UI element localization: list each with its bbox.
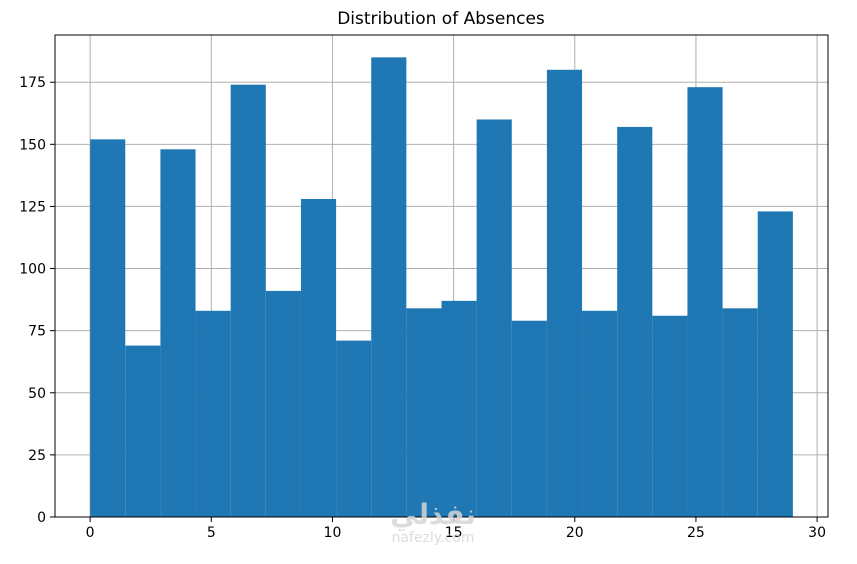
histogram-bar <box>617 126 653 518</box>
histogram-bar <box>300 198 337 518</box>
histogram-bar <box>90 139 126 517</box>
x-tick-label: 0 <box>86 525 95 541</box>
y-tick-label: 100 <box>19 262 46 278</box>
histogram-bar <box>476 119 512 517</box>
histogram-bar <box>125 345 161 517</box>
x-tick-label: 15 <box>445 525 463 541</box>
histogram-bar <box>757 211 793 517</box>
x-tick-label: 30 <box>808 525 826 541</box>
x-tick-label: 5 <box>207 525 216 541</box>
histogram-bar <box>195 310 231 517</box>
histogram-bars <box>90 57 793 518</box>
histogram-bar <box>722 308 758 517</box>
x-tick-label: 25 <box>687 525 705 541</box>
y-tick-label: 125 <box>19 199 46 215</box>
histogram-bar <box>160 149 196 517</box>
histogram-bar <box>336 340 372 517</box>
histogram-bar <box>511 320 547 517</box>
histogram-bar <box>441 300 477 517</box>
histogram-bar <box>546 69 583 517</box>
histogram-bar <box>265 290 301 517</box>
y-tick-label: 50 <box>28 386 46 402</box>
y-tick-label: 175 <box>19 75 46 91</box>
x-tick-label: 10 <box>324 525 342 541</box>
chart-title: Distribution of Absences <box>337 9 545 29</box>
y-tick-label: 75 <box>28 324 46 340</box>
histogram-bar <box>406 308 442 517</box>
axes: 0 5 10 15 20 25 30 0 25 50 75 100 125 150 175 <box>19 34 829 541</box>
histogram-bar <box>371 57 407 517</box>
histogram-bar <box>230 84 266 517</box>
histogram-bar <box>687 87 723 517</box>
histogram-bar <box>652 315 688 517</box>
y-tick-label: 150 <box>19 137 46 153</box>
histogram-bar <box>582 310 618 517</box>
plot-frame <box>54 34 829 518</box>
y-tick-label: 25 <box>28 448 46 464</box>
y-tick-label: 0 <box>37 510 46 526</box>
x-tick-label: 20 <box>566 525 584 541</box>
